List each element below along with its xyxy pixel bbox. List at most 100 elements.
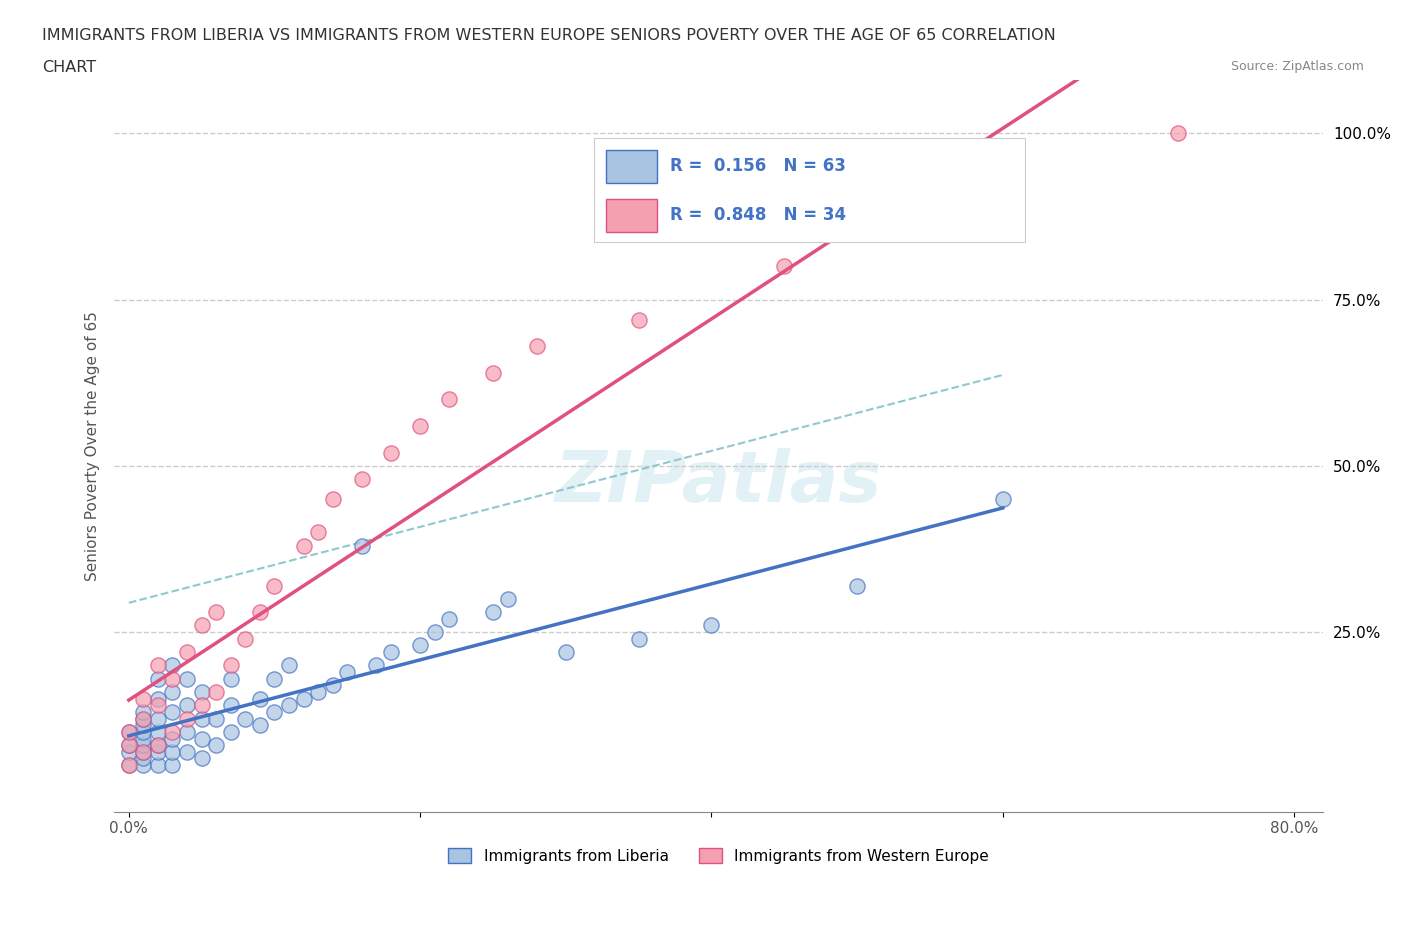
Point — [162, 658, 184, 672]
Point — [118, 758, 141, 773]
Point — [132, 758, 155, 773]
Point — [439, 392, 461, 406]
Point — [176, 724, 198, 739]
Point — [146, 671, 169, 686]
Point — [132, 751, 155, 766]
Point — [322, 678, 344, 693]
Point — [132, 691, 155, 706]
Point — [176, 698, 198, 712]
Point — [219, 671, 242, 686]
Point — [146, 758, 169, 773]
Point — [627, 631, 650, 646]
Point — [118, 724, 141, 739]
Point — [292, 691, 315, 706]
Text: IMMIGRANTS FROM LIBERIA VS IMMIGRANTS FROM WESTERN EUROPE SENIORS POVERTY OVER T: IMMIGRANTS FROM LIBERIA VS IMMIGRANTS FR… — [42, 28, 1056, 43]
Point — [423, 625, 446, 640]
Point — [176, 744, 198, 759]
Point — [350, 472, 373, 486]
Text: Source: ZipAtlas.com: Source: ZipAtlas.com — [1230, 60, 1364, 73]
Point — [219, 724, 242, 739]
Point — [554, 644, 576, 659]
Point — [366, 658, 388, 672]
Point — [233, 631, 256, 646]
Point — [249, 718, 271, 733]
Point — [263, 671, 285, 686]
Point — [249, 691, 271, 706]
Point — [322, 492, 344, 507]
Point — [292, 538, 315, 553]
Point — [162, 705, 184, 720]
Point — [146, 737, 169, 752]
Point — [146, 698, 169, 712]
Point — [146, 724, 169, 739]
Point — [132, 744, 155, 759]
Point — [380, 644, 402, 659]
Point — [132, 705, 155, 720]
Point — [162, 724, 184, 739]
Text: CHART: CHART — [42, 60, 96, 75]
Point — [132, 744, 155, 759]
Point — [176, 671, 198, 686]
Point — [249, 604, 271, 619]
Point — [146, 744, 169, 759]
Point — [132, 718, 155, 733]
Point — [263, 705, 285, 720]
Point — [263, 578, 285, 593]
Y-axis label: Seniors Poverty Over the Age of 65: Seniors Poverty Over the Age of 65 — [86, 311, 100, 581]
Point — [307, 525, 329, 539]
Point — [627, 312, 650, 327]
Point — [132, 711, 155, 726]
Text: ZIPatlas: ZIPatlas — [555, 448, 883, 517]
Point — [146, 691, 169, 706]
Point — [190, 698, 212, 712]
Point — [350, 538, 373, 553]
Point — [118, 737, 141, 752]
Point — [409, 418, 432, 433]
Point — [307, 684, 329, 699]
Point — [132, 737, 155, 752]
Point — [132, 731, 155, 746]
Point — [190, 711, 212, 726]
Point — [336, 665, 359, 680]
Point — [132, 724, 155, 739]
Point — [118, 744, 141, 759]
Point — [162, 731, 184, 746]
Point — [846, 578, 869, 593]
Point — [409, 638, 432, 653]
Point — [700, 618, 723, 633]
Point — [233, 711, 256, 726]
Point — [205, 684, 228, 699]
Point — [162, 671, 184, 686]
Point — [482, 365, 505, 380]
Point — [380, 445, 402, 460]
Point — [176, 711, 198, 726]
Point — [439, 611, 461, 626]
Point — [176, 644, 198, 659]
Point — [162, 744, 184, 759]
Legend: Immigrants from Liberia, Immigrants from Western Europe: Immigrants from Liberia, Immigrants from… — [443, 842, 995, 870]
Point — [190, 731, 212, 746]
Point — [146, 711, 169, 726]
Point — [190, 618, 212, 633]
Point — [278, 658, 301, 672]
Point — [118, 724, 141, 739]
Point — [118, 737, 141, 752]
Point — [162, 684, 184, 699]
Point — [526, 339, 548, 353]
Point — [991, 206, 1014, 220]
Point — [496, 591, 519, 606]
Point — [146, 658, 169, 672]
Point — [146, 737, 169, 752]
Point — [1167, 126, 1189, 140]
Point — [219, 658, 242, 672]
Point — [278, 698, 301, 712]
Point — [773, 259, 796, 273]
Point — [162, 758, 184, 773]
Point — [190, 751, 212, 766]
Point — [190, 684, 212, 699]
Point — [118, 758, 141, 773]
Point — [482, 604, 505, 619]
Point — [205, 604, 228, 619]
Point — [205, 737, 228, 752]
Point — [219, 698, 242, 712]
